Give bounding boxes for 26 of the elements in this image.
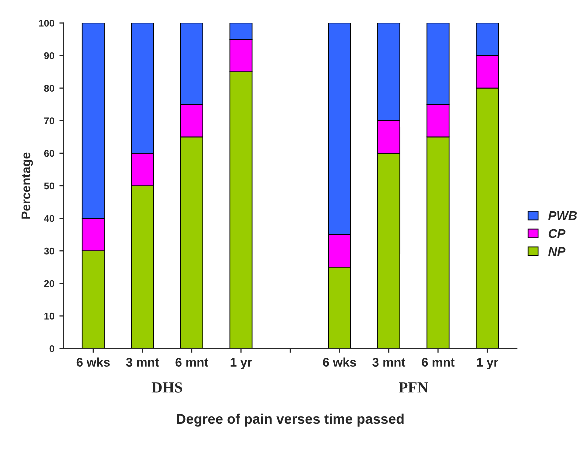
x-tick-label: 3 mnt: [372, 358, 406, 367]
y-tick-label: 70: [44, 118, 54, 125]
legend-label: CP: [548, 229, 566, 238]
legend-label: PWB: [548, 212, 578, 220]
y-tick-label: 20: [44, 280, 54, 288]
y-axis-title: Percentage: [22, 152, 34, 219]
x-tick-label: 6 wks: [76, 358, 110, 367]
text: DHS: [152, 382, 182, 393]
x-axis-title: Degree of pain verses time passed: [177, 414, 404, 427]
legend-label: NP: [548, 247, 566, 256]
y-tick-label: 60: [44, 150, 54, 158]
x-tick-label: 1 yr: [477, 358, 498, 370]
x-tick-label: 3 mnt: [126, 358, 160, 367]
y-tick-label: 100: [39, 20, 54, 27]
y-tick-label: 50: [44, 182, 54, 190]
x-tick-label: 1 yr: [230, 358, 252, 370]
y-tick-label: 10: [44, 312, 54, 320]
text: PFN: [399, 382, 428, 393]
y-tick-label: 80: [44, 85, 54, 92]
x-tick-label: 6 mnt: [422, 358, 455, 367]
y-tick-label: 40: [44, 215, 54, 222]
x-tick-label: 6 mnt: [176, 358, 208, 367]
x-tick-label: 6 wks: [323, 358, 356, 367]
y-tick-label: 30: [44, 248, 54, 255]
y-tick-label: 0: [50, 345, 54, 352]
y-tick-label: 90: [44, 52, 54, 60]
